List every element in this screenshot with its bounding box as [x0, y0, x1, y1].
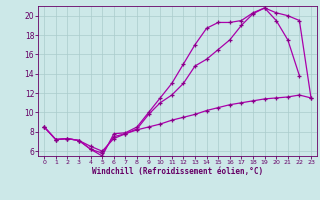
X-axis label: Windchill (Refroidissement éolien,°C): Windchill (Refroidissement éolien,°C) [92, 167, 263, 176]
